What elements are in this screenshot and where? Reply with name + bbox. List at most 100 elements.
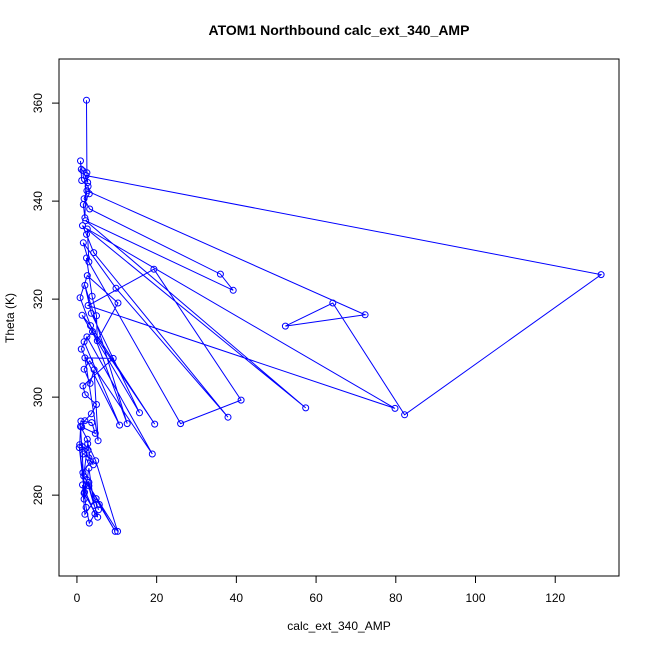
data-point (83, 187, 91, 195)
data-point (82, 172, 90, 180)
data-point (79, 450, 87, 458)
data-point (84, 440, 92, 448)
y-tick-label: 300 (31, 387, 45, 407)
data-point (79, 469, 87, 477)
data-point (597, 271, 605, 279)
data-point (81, 354, 89, 362)
data-point (83, 435, 91, 443)
y-axis: 280 300 320 340 360 (31, 93, 60, 505)
chart-title: ATOM1 Northbound calc_ext_340_AMP (209, 22, 470, 38)
y-tick-label: 280 (31, 485, 45, 505)
data-point (81, 510, 89, 518)
data-point (111, 527, 119, 535)
data-point (401, 411, 409, 419)
data-point (94, 437, 102, 445)
data-point (85, 519, 93, 527)
y-axis-label: Theta (K) (3, 293, 17, 343)
data-point (82, 503, 90, 511)
x-tick-label: 20 (150, 591, 164, 605)
data-point (114, 527, 122, 535)
data-point (82, 217, 90, 225)
data-point (76, 294, 84, 302)
data-point (281, 322, 289, 330)
y-tick-label: 340 (31, 191, 45, 211)
data-point (81, 214, 89, 222)
data-point (302, 404, 310, 412)
x-tick-label: 40 (230, 591, 244, 605)
data-point (93, 337, 101, 345)
data-point (92, 457, 100, 465)
data-point (88, 419, 96, 427)
data-point (83, 169, 91, 177)
x-axis: 0 20 40 60 80 100 120 (74, 575, 566, 605)
data-point (84, 182, 92, 190)
x-tick-label: 100 (465, 591, 485, 605)
data-point (361, 311, 369, 319)
series-line (78, 100, 603, 532)
data-point (83, 230, 90, 238)
data-point (89, 328, 96, 335)
data-point (78, 177, 86, 184)
data-layer (75, 96, 605, 535)
data-point (81, 417, 89, 425)
data-point (77, 345, 85, 353)
data-point (79, 239, 87, 247)
data-point (79, 222, 86, 230)
data-point (229, 286, 237, 294)
data-point (83, 272, 91, 280)
data-point (87, 309, 95, 317)
data-point (237, 396, 245, 404)
data-point (136, 409, 143, 417)
y-tick-label: 320 (31, 289, 45, 309)
x-tick-label: 120 (545, 591, 565, 605)
data-point (87, 322, 94, 330)
x-tick-label: 60 (309, 591, 323, 605)
data-point (151, 420, 159, 428)
data-point (112, 284, 120, 292)
plot-frame (58, 58, 620, 577)
data-point (81, 281, 89, 289)
data-point (79, 167, 87, 175)
data-point (77, 165, 85, 173)
data-point (83, 96, 90, 104)
data-point (77, 423, 84, 430)
data-point (91, 429, 99, 437)
data-point (93, 401, 100, 408)
data-point (83, 333, 91, 341)
data-point (80, 489, 88, 497)
data-point (177, 420, 185, 428)
data-point (148, 450, 156, 458)
data-point (90, 501, 98, 509)
data-point (80, 472, 88, 480)
data-point (329, 299, 337, 307)
data-point (90, 249, 98, 257)
data-point (391, 404, 399, 412)
data-point (85, 464, 93, 472)
data-point (77, 157, 84, 165)
data-point (95, 506, 102, 514)
x-axis-label: calc_ext_340_AMP (287, 619, 390, 633)
data-point (85, 478, 93, 486)
data-point (116, 421, 124, 429)
data-point (150, 265, 158, 273)
data-point (86, 205, 94, 213)
data-point (77, 417, 85, 425)
data-point (80, 195, 88, 203)
data-point (87, 457, 94, 465)
data-point (79, 481, 86, 489)
data-point (109, 354, 117, 362)
data-point (114, 299, 122, 307)
data-point (88, 292, 96, 300)
x-tick-label: 0 (74, 591, 81, 605)
data-point (85, 454, 93, 462)
x-tick-label: 80 (389, 591, 403, 605)
data-point (81, 391, 89, 399)
data-point (90, 366, 98, 374)
data-point (80, 365, 88, 373)
data-point (78, 311, 86, 319)
data-point (84, 302, 92, 309)
data-point (92, 495, 100, 503)
data-point (123, 420, 131, 428)
y-tick-label: 360 (31, 93, 45, 113)
